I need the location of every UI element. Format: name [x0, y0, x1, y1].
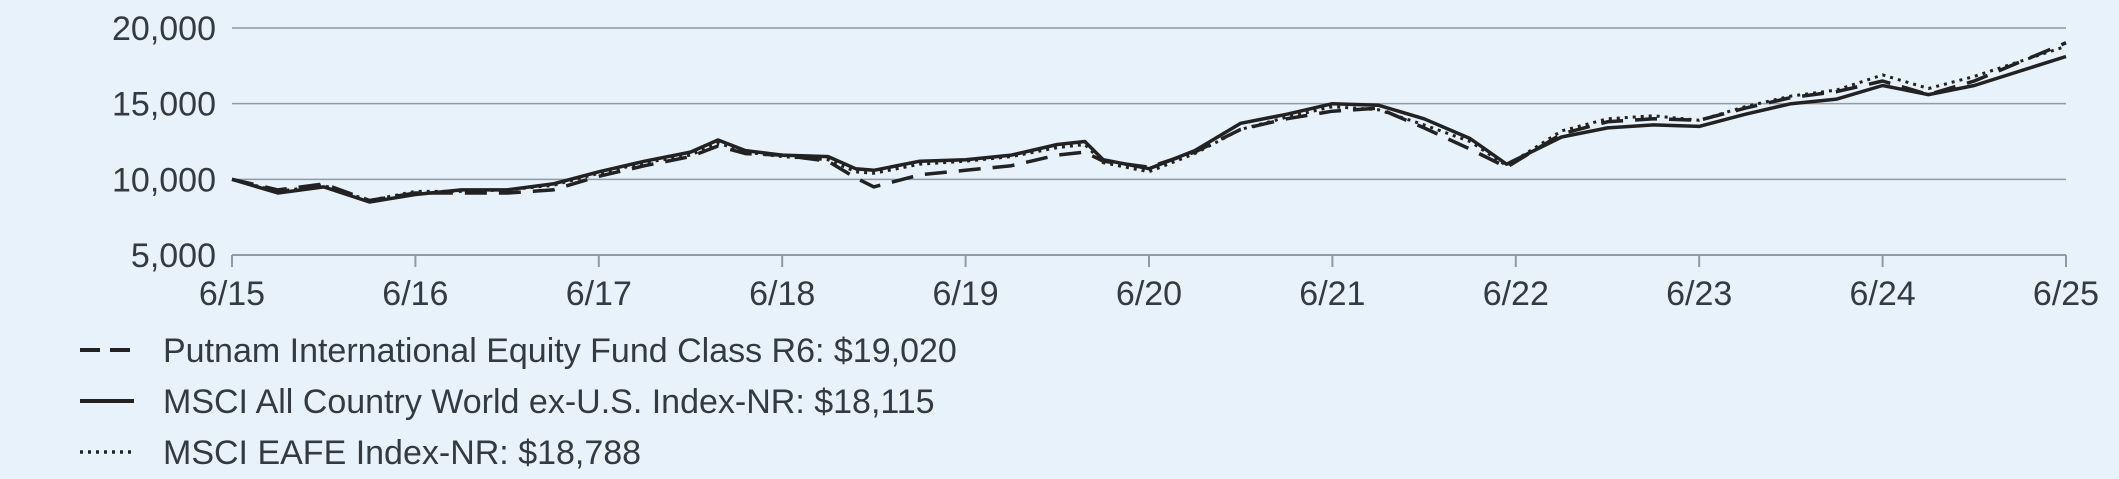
- x-tick-label: 6/18: [749, 275, 815, 313]
- x-tick-label: 6/24: [1850, 275, 1916, 313]
- series-line-3: [231, 44, 2067, 202]
- x-tick-label: 6/21: [1299, 275, 1365, 313]
- x-tick-label: 6/25: [2033, 275, 2099, 313]
- y-tick-label: 15,000: [112, 86, 216, 124]
- legend-label: MSCI All Country World ex-U.S. Index-NR:…: [163, 383, 935, 421]
- series-line-1: [231, 41, 2067, 203]
- x-axis: [231, 254, 2067, 267]
- x-tick-label: 6/19: [933, 275, 999, 313]
- legend-label: MSCI EAFE Index-NR: $18,788: [163, 434, 641, 472]
- y-tick-label: 5,000: [131, 237, 216, 275]
- legend: Putnam International Equity Fund Class R…: [80, 332, 957, 472]
- x-axis-tick-labels: 6/15 6/16 6/17 6/18 6/19 6/20 6/21 6/22 6/23 6/24…: [199, 275, 2099, 313]
- x-tick-label: 6/17: [566, 275, 632, 313]
- x-tick-label: 6/22: [1483, 275, 1549, 313]
- y-tick-label: 10,000: [112, 161, 216, 199]
- x-tick-label: 6/16: [382, 275, 448, 313]
- gridlines: [232, 27, 2066, 256]
- legend-label: Putnam International Equity Fund Class R…: [163, 332, 957, 370]
- x-tick-label: 6/15: [199, 275, 265, 313]
- y-tick-label: 20,000: [112, 10, 216, 48]
- x-tick-label: 6/20: [1116, 275, 1182, 313]
- x-tick-label: 6/23: [1666, 275, 1732, 313]
- series-lines: [231, 41, 2067, 204]
- y-axis-tick-labels: 5,000 10,000 15,000 20,000: [112, 10, 216, 275]
- series-line-2: [231, 54, 2067, 204]
